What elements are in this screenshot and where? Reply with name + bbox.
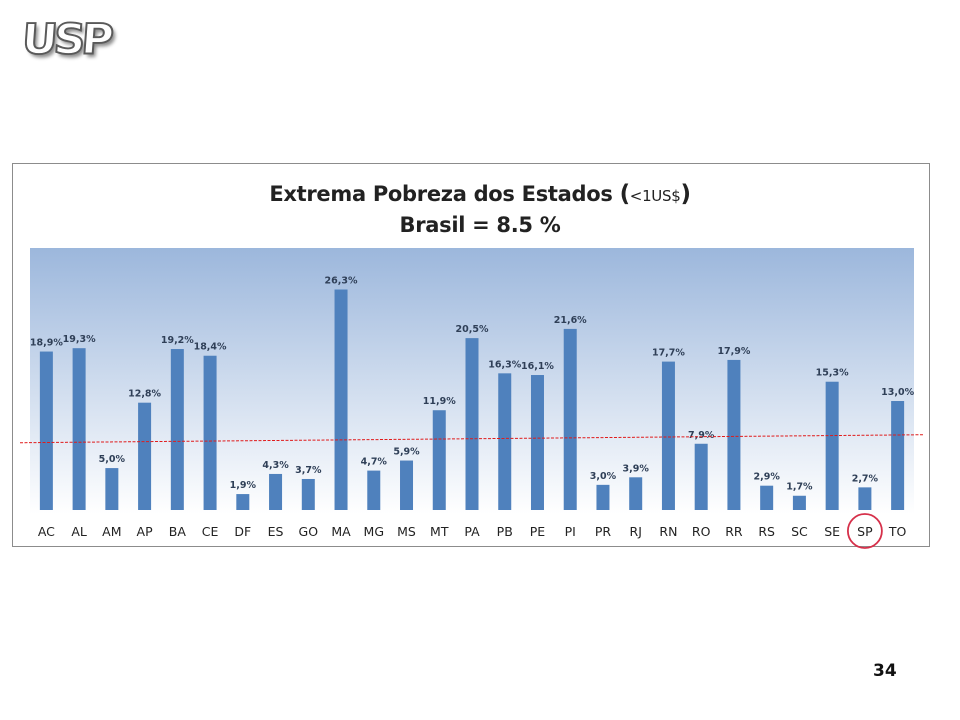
bar-ce xyxy=(203,355,217,510)
x-tick-ce: CE xyxy=(202,524,219,539)
bar-df xyxy=(236,494,250,510)
bar-al xyxy=(72,348,86,510)
bar-pb xyxy=(498,373,512,510)
x-tick-ro: RO xyxy=(692,524,711,539)
value-label-mt: 11,9% xyxy=(423,396,456,407)
bar-to xyxy=(891,401,905,510)
x-tick-ms: MS xyxy=(397,524,416,539)
x-tick-go: GO xyxy=(299,524,319,539)
value-label-pa: 20,5% xyxy=(456,324,489,335)
bar-ro xyxy=(694,443,708,510)
value-label-sc: 1,7% xyxy=(786,482,813,493)
value-label-rs: 2,9% xyxy=(753,472,780,483)
x-tick-ac: AC xyxy=(38,524,55,539)
x-tick-rr: RR xyxy=(725,524,743,539)
x-tick-sp: SP xyxy=(857,524,873,539)
x-tick-al: AL xyxy=(71,524,87,539)
value-label-pr: 3,0% xyxy=(590,471,617,482)
x-tick-mt: MT xyxy=(430,524,449,539)
x-tick-labels-layer: AC AL AM AP BA CE DF ES GO MA MG MS MT PA PB PE PI PR RJ RN… xyxy=(38,524,907,539)
bar-se xyxy=(825,381,839,510)
bar-pi xyxy=(563,328,577,510)
x-tick-rn: RN xyxy=(659,524,677,539)
value-label-go: 3,7% xyxy=(295,465,322,476)
x-tick-pi: PI xyxy=(565,524,576,539)
bar-ma xyxy=(334,289,348,510)
bar-ba xyxy=(170,349,184,510)
bars-layer xyxy=(39,289,905,510)
highlight-circle xyxy=(846,513,883,549)
value-label-rr: 17,9% xyxy=(717,346,750,357)
bar-pe xyxy=(530,375,544,510)
value-labels-layer: 18,9% 19,3% 5,0% 12,8% 19,2%18,4% 1,9% 4,3% 3,7… xyxy=(30,276,915,493)
value-label-pi: 21,6% xyxy=(554,315,587,326)
bar-mt xyxy=(432,410,446,510)
x-tick-pa: PA xyxy=(464,524,480,539)
bar-rr xyxy=(727,359,741,510)
value-label-rn: 17,7% xyxy=(652,348,685,359)
bar-rs xyxy=(760,485,774,510)
page-number: 34 xyxy=(873,661,897,681)
value-label-am: 5,0% xyxy=(99,454,126,465)
bar-ap xyxy=(138,402,152,510)
x-tick-ba: BA xyxy=(169,524,187,539)
value-label-rj: 3,9% xyxy=(623,463,650,474)
value-label-al: 19,3% xyxy=(63,334,96,345)
x-tick-am: AM xyxy=(102,524,121,539)
bar-am xyxy=(105,468,119,510)
chart-title-close-paren: ) xyxy=(680,181,691,207)
value-label-df: 1,9% xyxy=(230,480,257,491)
bar-sc xyxy=(792,495,806,510)
chart-title-open-paren: ( xyxy=(619,181,631,207)
value-label-es: 4,3% xyxy=(262,460,289,471)
chart-title-main: Extrema Pobreza dos Estados xyxy=(269,182,620,206)
bar-ac xyxy=(39,351,53,510)
x-tick-pr: PR xyxy=(595,524,612,539)
value-label-ce: 18,4% xyxy=(194,342,227,353)
value-label-ap: 12,8% xyxy=(128,389,161,400)
bar-rj xyxy=(629,477,643,510)
x-tick-rs: RS xyxy=(758,524,775,539)
x-tick-ma: MA xyxy=(331,524,351,539)
bar-go xyxy=(301,478,315,510)
bar-es xyxy=(269,473,283,510)
value-label-mg: 4,7% xyxy=(361,457,388,468)
x-tick-df: DF xyxy=(234,524,251,539)
value-label-ac: 18,9% xyxy=(30,338,63,349)
value-label-se: 15,3% xyxy=(816,368,849,379)
value-label-pb: 16,3% xyxy=(488,359,521,370)
value-label-ma: 26,3% xyxy=(325,276,358,287)
chart-title-threshold: <1US$ xyxy=(629,187,681,205)
x-tick-ap: AP xyxy=(137,524,154,539)
bar-rn xyxy=(661,361,675,510)
x-tick-to: TO xyxy=(888,524,907,539)
value-label-ba: 19,2% xyxy=(161,335,194,346)
x-tick-pe: PE xyxy=(530,524,546,539)
bar-ms xyxy=(400,460,414,510)
bar-mg xyxy=(367,470,381,510)
value-label-sp: 2,7% xyxy=(852,473,879,484)
bar-pr xyxy=(596,484,610,510)
x-tick-rj: RJ xyxy=(630,524,642,539)
chart-title: Extrema Pobreza dos Estados (<1US$) xyxy=(0,181,960,207)
x-tick-mg: MG xyxy=(364,524,384,539)
value-label-pe: 16,1% xyxy=(521,361,554,372)
value-label-ro: 7,9% xyxy=(688,430,715,441)
bar-pa xyxy=(465,338,479,510)
x-tick-sc: SC xyxy=(791,524,808,539)
value-label-ms: 5,9% xyxy=(393,447,420,458)
x-tick-se: SE xyxy=(824,524,840,539)
bar-sp xyxy=(858,487,872,510)
brazil-average-line xyxy=(19,434,925,444)
chart-subtitle: Brasil = 8.5 % xyxy=(399,213,561,237)
value-label-to: 13,0% xyxy=(881,387,914,398)
x-tick-es: ES xyxy=(268,524,284,539)
x-tick-pb: PB xyxy=(497,524,513,539)
